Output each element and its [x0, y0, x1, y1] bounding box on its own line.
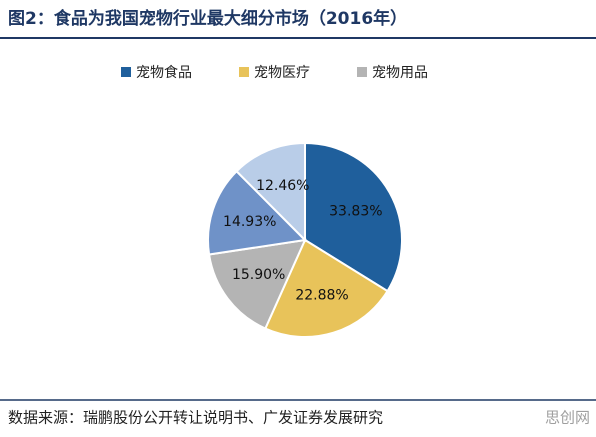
slice-label: 15.90% [232, 267, 285, 283]
pie-slice [207, 169, 308, 256]
chart-title: 图2：食品为我国宠物行业最大细分市场（2016年） [8, 8, 407, 29]
watermark: 思创网 [545, 409, 590, 427]
legend-label: 宠物医疗 [254, 65, 310, 81]
pie-slice [235, 141, 306, 243]
slice-label: 14.93% [223, 214, 276, 230]
legend-swatch [239, 67, 249, 77]
legend-label: 宠物用品 [372, 65, 428, 81]
source-note: 数据来源：瑞鹏股份公开转让说明书、广发证券发展研究 [8, 409, 383, 427]
slice-label: 12.46% [256, 178, 309, 194]
slice-label: 33.83% [329, 204, 382, 220]
legend-label: 宠物食品 [136, 64, 192, 81]
legend-swatch [121, 67, 131, 77]
legend-swatch [357, 67, 367, 77]
pie-slice [207, 238, 307, 330]
slice-label: 22.88% [295, 288, 348, 304]
pie-slice [263, 238, 389, 338]
